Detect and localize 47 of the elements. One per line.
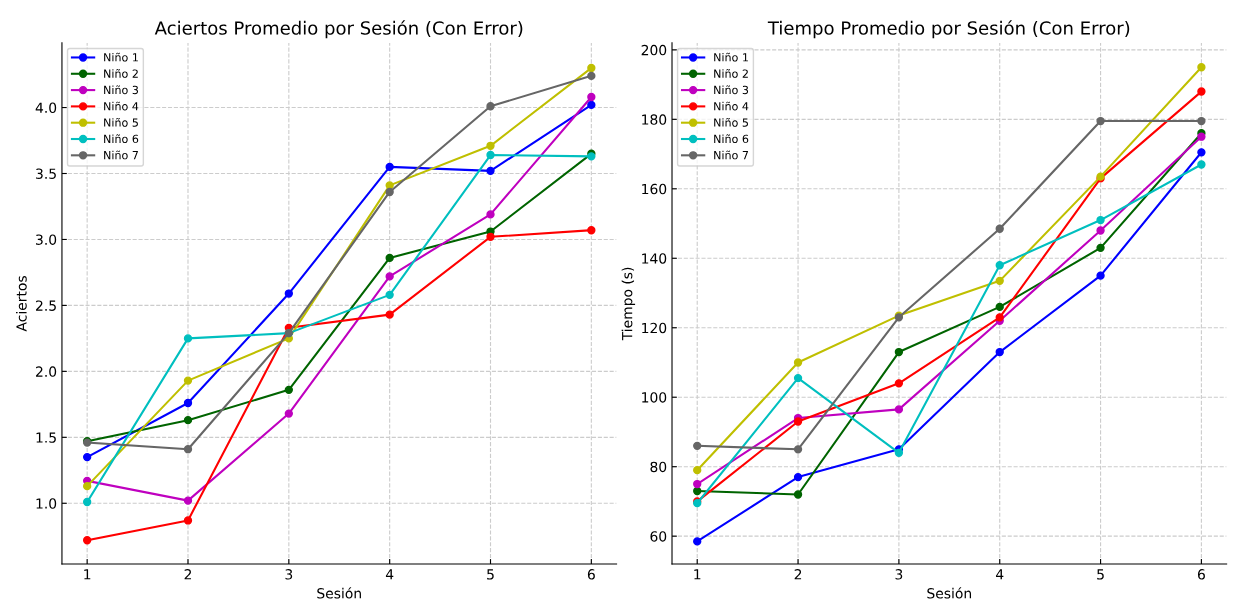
y-tick-label: 160 — [642, 183, 667, 195]
legend-label: Niño 4 — [714, 101, 749, 111]
x-tick-label: 4 — [995, 569, 1004, 580]
x-tick-label: 6 — [587, 569, 595, 580]
y-tick-label: 4.0 — [35, 102, 57, 114]
x-tick-label: 5 — [487, 569, 494, 580]
x-tick-label: 3 — [895, 569, 903, 580]
x-tick-label: 2 — [184, 569, 192, 580]
y-tick-label: 3.0 — [36, 234, 57, 245]
legend-label: Niño 1 — [714, 52, 748, 62]
chart-title: Tiempo Promedio por Sesión (Con Error) — [767, 20, 1130, 39]
legend-label: Niño 3 — [714, 85, 749, 95]
legend-label: Niño 6 — [104, 134, 139, 144]
y-tick-label: 1.0 — [36, 498, 57, 509]
y-tick-label: 140 — [642, 253, 667, 264]
y-tick-label: 1.5 — [36, 432, 56, 443]
chart-title: Aciertos Promedio por Sesión (Con Error) — [154, 20, 523, 39]
y-tick-label: 180 — [642, 114, 667, 125]
legend-label: Niño 7 — [104, 150, 138, 160]
x-tick-label: 3 — [285, 569, 293, 580]
x-tick-label: 5 — [1097, 569, 1104, 580]
legend-label: Niño 2 — [104, 69, 138, 78]
y-tick-label: 60 — [650, 531, 667, 542]
y-tick-label: 200 — [641, 44, 667, 56]
y-tick-label: 80 — [650, 461, 667, 473]
legend-label: Niño 7 — [714, 150, 749, 160]
x-tick-label: 2 — [794, 569, 802, 580]
x-tick-label: 1 — [84, 569, 91, 580]
legend-label: Niño 1 — [104, 52, 138, 62]
legend-label: Niño 5 — [714, 117, 748, 127]
legend-label: Niño 5 — [104, 117, 138, 127]
x-tick-label: 1 — [694, 569, 701, 580]
x-axis-title: Sesión — [927, 587, 972, 599]
x-tick-label: 6 — [1197, 569, 1205, 580]
legend-label: Niño 4 — [104, 101, 139, 111]
y-tick-label: 2.5 — [36, 300, 56, 311]
x-axis-title: Sesión — [317, 587, 361, 599]
y-tick-label: 100 — [642, 392, 667, 403]
legend-label: Niño 2 — [714, 69, 748, 78]
y-tick-label: 120 — [642, 322, 667, 334]
y-axis-title: Tiempo (s) — [621, 267, 636, 341]
y-axis-title: Aciertos — [16, 276, 27, 332]
legend-label: Niño 3 — [104, 85, 139, 95]
y-tick-label: 3.5 — [36, 168, 56, 179]
y-tick-label: 2.0 — [36, 366, 57, 377]
x-tick-label: 4 — [385, 569, 394, 580]
legend-label: Niño 6 — [714, 134, 749, 144]
